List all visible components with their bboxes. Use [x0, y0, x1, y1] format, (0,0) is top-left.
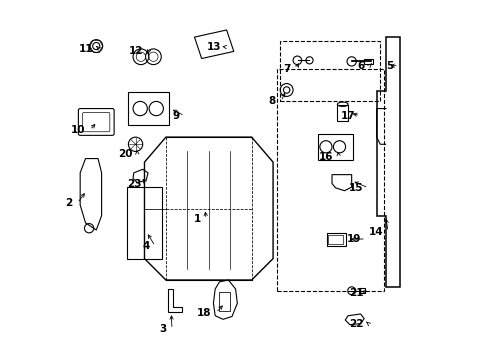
Text: 6: 6	[357, 61, 364, 71]
Text: 19: 19	[346, 234, 360, 244]
Text: 7: 7	[283, 64, 290, 74]
Text: 2: 2	[65, 198, 72, 208]
Text: 16: 16	[319, 152, 333, 162]
Bar	[326, 233, 346, 246]
Bar	[364, 59, 372, 64]
Bar	[317, 134, 353, 160]
Text: 10: 10	[70, 125, 84, 135]
Text: 4: 4	[142, 241, 150, 251]
Text: 11: 11	[79, 44, 94, 54]
Text: 1: 1	[193, 214, 201, 224]
Text: 23: 23	[127, 179, 142, 189]
Text: 13: 13	[207, 42, 221, 52]
Bar	[276, 69, 383, 291]
Bar	[218, 292, 230, 311]
Text: 18: 18	[196, 308, 210, 318]
Bar	[337, 105, 347, 121]
Text: 15: 15	[348, 183, 363, 193]
Text: 20: 20	[118, 149, 132, 159]
Bar	[358, 288, 365, 293]
Bar	[280, 41, 380, 102]
Text: 8: 8	[268, 96, 275, 107]
Bar	[328, 235, 342, 244]
Text: 3: 3	[160, 324, 166, 334]
Text: 5: 5	[386, 61, 393, 71]
Text: 17: 17	[340, 111, 354, 121]
Text: 12: 12	[129, 46, 143, 56]
Text: 22: 22	[348, 319, 363, 329]
Bar	[128, 93, 169, 125]
Text: 14: 14	[368, 227, 382, 237]
Text: 9: 9	[172, 111, 179, 121]
Text: 21: 21	[348, 288, 363, 297]
